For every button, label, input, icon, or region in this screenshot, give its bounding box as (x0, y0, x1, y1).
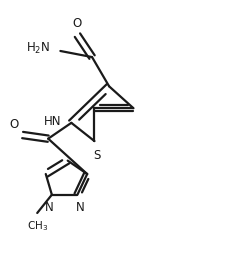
Text: N: N (75, 200, 84, 213)
Text: O: O (10, 118, 19, 131)
Text: HN: HN (44, 115, 61, 128)
Text: H$_2$N: H$_2$N (26, 41, 51, 56)
Text: N: N (45, 200, 54, 213)
Text: S: S (93, 149, 101, 162)
Text: O: O (73, 17, 82, 30)
Text: CH$_3$: CH$_3$ (27, 218, 48, 232)
